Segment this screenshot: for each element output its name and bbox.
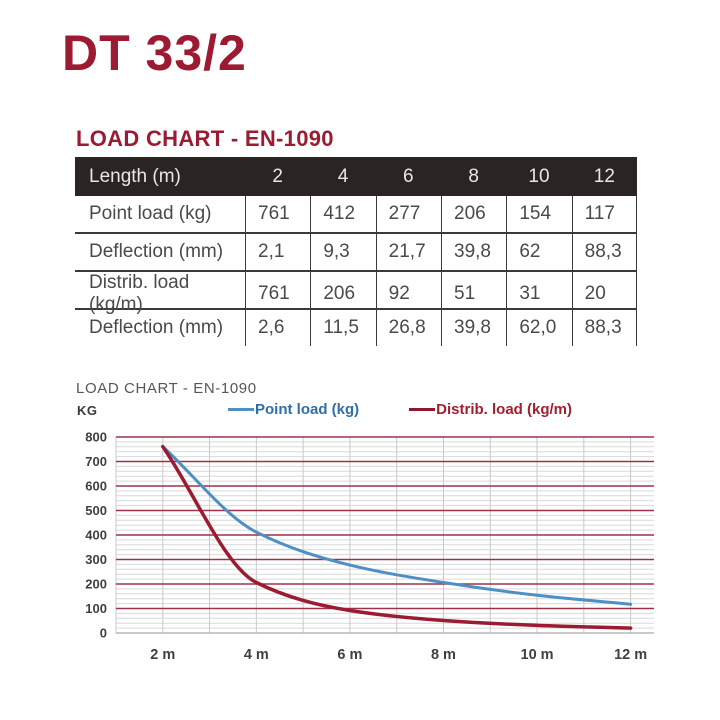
chart-title: LOAD CHART - EN-1090	[76, 380, 257, 397]
series-line-point-load-kg	[161, 445, 633, 606]
cell: 206	[441, 196, 506, 232]
cell: 39,8	[441, 310, 506, 346]
cell: 20	[571, 272, 637, 316]
table-row: Deflection (mm) 2,1 9,3 21,7 39,8 62 88,3	[75, 232, 637, 270]
cell: 62,0	[506, 310, 571, 346]
cell: 206	[310, 272, 375, 316]
table-header-col-6: 6	[403, 165, 414, 187]
cell: 761	[245, 272, 310, 316]
cell: 412	[310, 196, 375, 232]
cell: 92	[375, 272, 441, 316]
table-row: Point load (kg) 761 412 277 206 154 117	[75, 196, 637, 232]
cell: 2,1	[245, 234, 310, 270]
y-tick-label: 300	[85, 552, 107, 567]
table-row: Distrib. load (kg/m) 761 206 92 51 31 20	[75, 270, 637, 316]
table-header-col-10: 10	[528, 165, 550, 187]
row-label: Point load (kg)	[89, 203, 212, 224]
legend-item: Distrib. load (kg/m)	[409, 401, 572, 418]
table-header-col-12: 12	[593, 165, 615, 187]
x-tick-label: 10 m	[521, 647, 554, 663]
cell: 11,5	[310, 310, 375, 346]
cell: 51	[441, 272, 506, 316]
table-header-label: Length (m)	[89, 165, 181, 187]
cell: 2,6	[245, 310, 310, 346]
y-tick-label: 800	[85, 430, 107, 445]
y-tick-label: 600	[85, 479, 107, 494]
cell: 117	[571, 196, 637, 232]
legend-line-swatch	[228, 408, 254, 411]
legend-label: Distrib. load (kg/m)	[436, 401, 573, 418]
y-tick-label: 500	[85, 503, 107, 518]
y-tick-label: 700	[85, 454, 107, 469]
x-tick-label: 4 m	[244, 647, 269, 663]
y-tick-label: 100	[85, 601, 107, 616]
row-label: Distrib. load (kg/m)	[89, 272, 190, 315]
x-tick-label: 8 m	[431, 647, 456, 663]
cell: 88,3	[571, 234, 637, 270]
cell: 31	[506, 272, 571, 316]
load-chart-plot: 0 100 200 300 400 500 600 700 800 2 m 4 m 6 m 8 m 10 …	[85, 430, 654, 663]
cell: 21,7	[375, 234, 441, 270]
section-heading: LOAD CHART - EN-1090	[76, 126, 334, 151]
y-tick-label: 400	[85, 528, 107, 543]
cell: 277	[375, 196, 441, 232]
legend-item: Point load (kg)	[228, 401, 359, 418]
cell: 62	[506, 234, 571, 270]
cell: 39,8	[441, 234, 506, 270]
y-tick-label: 0	[100, 626, 107, 641]
legend-line-swatch	[409, 408, 436, 411]
chart-legend: Point load (kg) Distrib. load (kg/m)	[228, 401, 572, 418]
x-tick-label: 12 m	[614, 647, 647, 663]
y-tick-label: 200	[85, 577, 107, 592]
cell: 761	[245, 196, 310, 232]
cell: 9,3	[310, 234, 375, 270]
legend-label: Point load (kg)	[255, 401, 360, 418]
row-label: Deflection (mm)	[89, 241, 224, 262]
load-table: Length (m) 2 4 6 8 10 12 Point load (kg) 761 412 2…	[75, 157, 637, 346]
table-header-col-2: 2	[272, 165, 283, 187]
table-header-row: Length (m) 2 4 6 8 10 12	[75, 157, 637, 196]
series-line-distrib-load-kg-m	[161, 444, 633, 630]
table-header-col-8: 8	[468, 165, 479, 187]
x-tick-label: 6 m	[337, 647, 362, 663]
page-title: DT 33/2	[62, 25, 247, 81]
cell: 154	[506, 196, 571, 232]
x-tick-label: 2 m	[150, 647, 175, 663]
table-row: Deflection (mm) 2,6 11,5 26,8 39,8 62,0 88,3	[75, 308, 637, 346]
row-label: Deflection (mm)	[89, 317, 224, 338]
cell: 26,8	[375, 310, 441, 346]
table-header-col-4: 4	[337, 165, 349, 187]
y-axis-unit-label: KG	[77, 403, 98, 418]
cell: 88,3	[571, 310, 637, 346]
